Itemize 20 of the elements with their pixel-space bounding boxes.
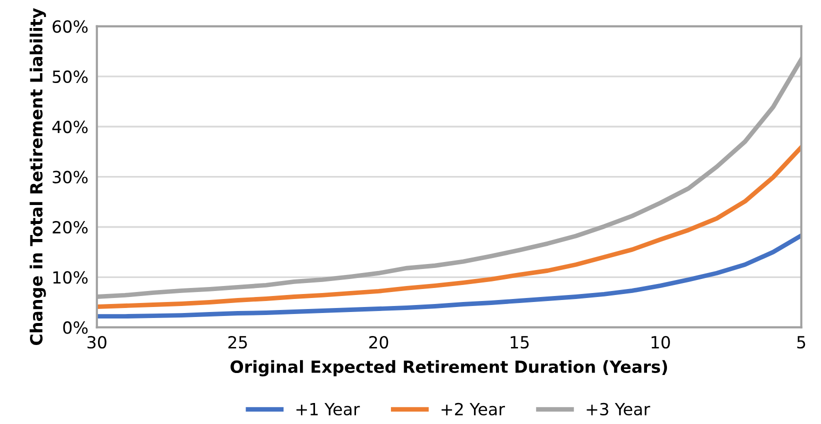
x-axis-title: Original Expected Retirement Duration (Years) [230,360,668,376]
y-tick-label: 50% [52,70,88,84]
y-axis-title: Change in Total Retirement Liability [30,8,46,346]
x-tick-label: 10 [652,336,670,349]
y-tick-label: 0% [63,321,88,334]
x-tick-label: 20 [369,336,388,349]
y-tick-label: 30% [52,170,88,184]
line-series [96,144,802,309]
legend-label: +2 Year [442,402,505,416]
legend-label: +3 Year [586,402,650,416]
x-tick-label: 5 [797,336,806,349]
line-series [96,233,802,319]
x-tick-label: 15 [510,336,529,349]
y-tick-label: 40% [52,120,88,134]
y-tick-label: 10% [53,271,88,284]
x-tick-label: 25 [228,336,247,349]
y-tick-label: 20% [52,220,88,234]
x-tick-label: 30 [88,336,106,349]
legend-label: +1 Year [296,403,360,416]
y-tick-label: 60% [52,20,88,33]
